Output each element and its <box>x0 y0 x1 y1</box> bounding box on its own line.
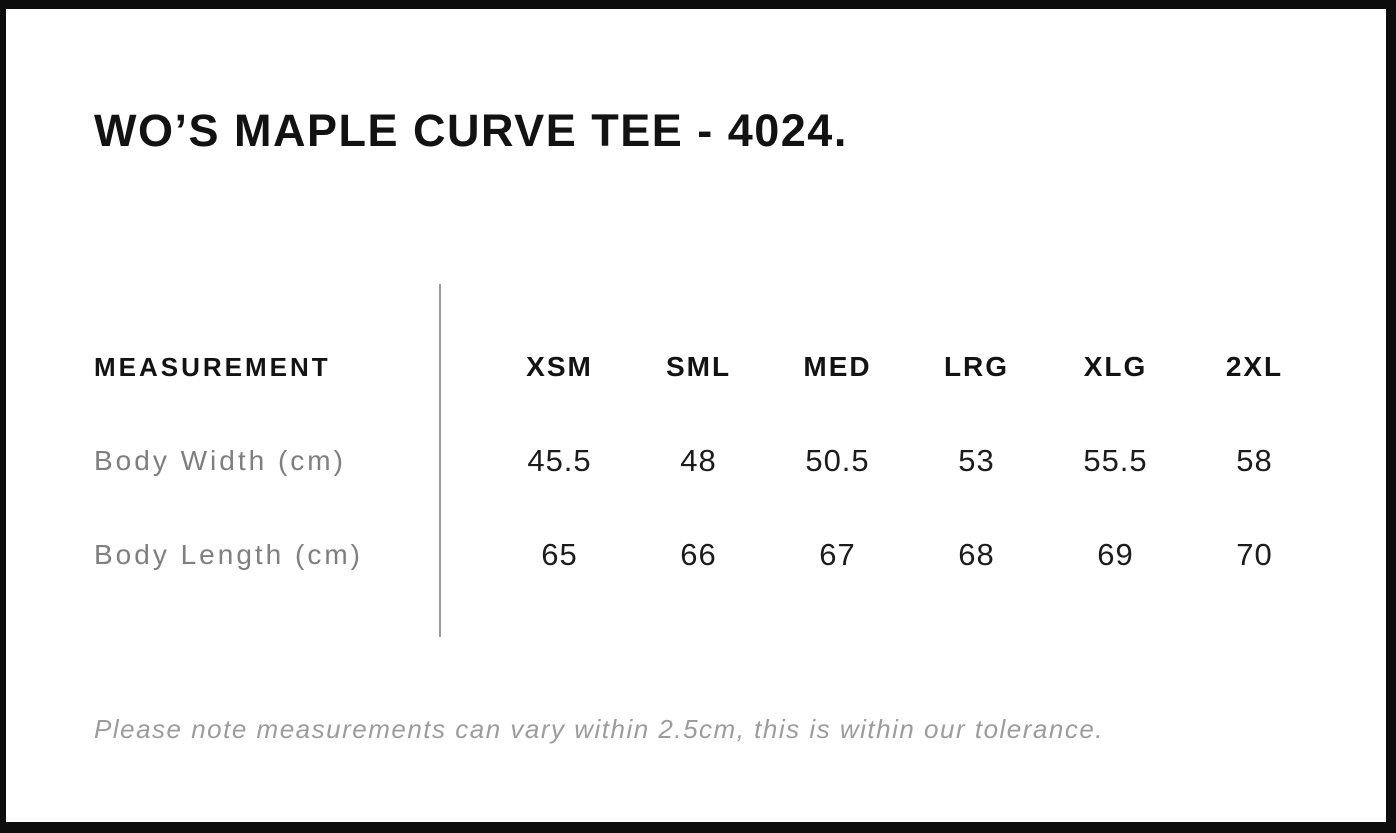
column-header-xlg: XLG <box>1083 351 1148 382</box>
column-header-measurement: MEASUREMENT <box>94 351 331 382</box>
body-width-xlg: 55.5 <box>1083 443 1148 478</box>
page-title: WO’S MAPLE CURVE TEE - 4024. <box>94 105 848 156</box>
column-header-xsm: XSM <box>526 351 593 382</box>
body-width-sml: 48 <box>680 443 717 478</box>
table-row-body-width: Body Width (cm) 45.5 48 50.5 53 55.5 58 <box>94 441 1324 481</box>
body-length-2xl: 70 <box>1236 537 1273 572</box>
tolerance-note: Please note measurements can vary within… <box>94 714 1105 744</box>
column-header-sml: SML <box>665 351 732 382</box>
row-label-body-length: Body Length (cm) <box>94 539 363 570</box>
body-length-xsm: 65 <box>541 537 578 572</box>
column-header-med: MED <box>803 351 872 382</box>
body-length-med: 67 <box>819 537 856 572</box>
body-width-2xl: 58 <box>1236 443 1273 478</box>
body-width-xsm: 45.5 <box>527 443 592 478</box>
table-header-row: MEASUREMENT XSM SML MED LRG XLG 2XL <box>94 347 1324 387</box>
body-length-xlg: 69 <box>1097 537 1134 572</box>
column-header-lrg: LRG <box>943 351 1010 382</box>
body-length-lrg: 68 <box>958 537 995 572</box>
body-width-med: 50.5 <box>805 443 870 478</box>
row-label-body-width: Body Width (cm) <box>94 445 346 476</box>
column-header-2xl: 2XL <box>1225 351 1284 382</box>
table-row-body-length: Body Length (cm) 65 66 67 68 69 70 <box>94 535 1324 575</box>
body-length-sml: 66 <box>680 537 717 572</box>
body-width-lrg: 53 <box>958 443 995 478</box>
vertical-divider <box>439 284 441 637</box>
